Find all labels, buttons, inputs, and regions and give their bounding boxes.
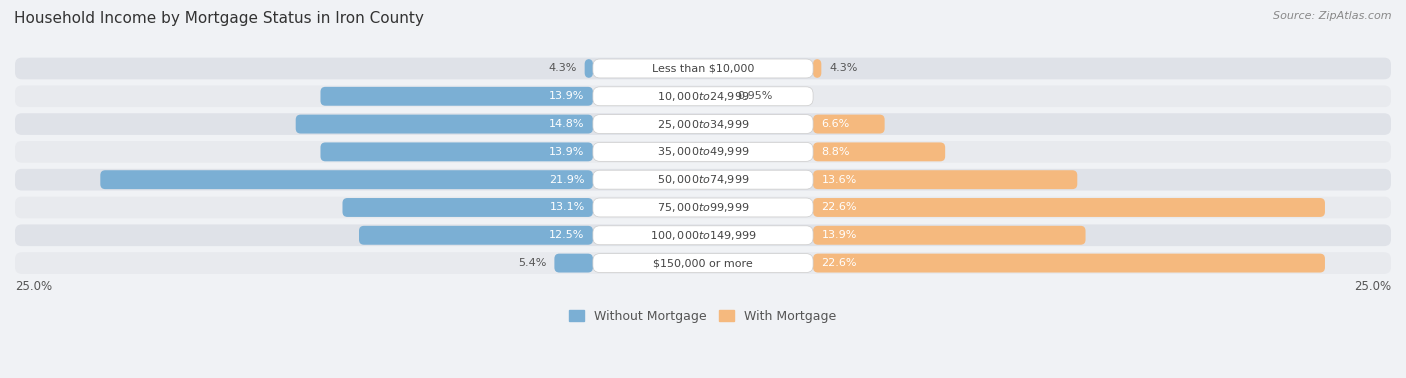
FancyBboxPatch shape bbox=[554, 254, 593, 273]
Text: 12.5%: 12.5% bbox=[550, 230, 585, 240]
Text: 25.0%: 25.0% bbox=[1354, 280, 1391, 293]
FancyBboxPatch shape bbox=[15, 85, 1391, 107]
FancyBboxPatch shape bbox=[593, 87, 813, 106]
FancyBboxPatch shape bbox=[593, 143, 813, 161]
Text: 13.9%: 13.9% bbox=[550, 91, 585, 101]
FancyBboxPatch shape bbox=[593, 115, 813, 133]
FancyBboxPatch shape bbox=[813, 143, 945, 161]
Text: 6.6%: 6.6% bbox=[821, 119, 849, 129]
Text: 5.4%: 5.4% bbox=[517, 258, 546, 268]
FancyBboxPatch shape bbox=[15, 113, 1391, 135]
Legend: Without Mortgage, With Mortgage: Without Mortgage, With Mortgage bbox=[564, 305, 842, 328]
FancyBboxPatch shape bbox=[585, 59, 593, 78]
FancyBboxPatch shape bbox=[813, 254, 1324, 273]
Text: 14.8%: 14.8% bbox=[550, 119, 585, 129]
FancyBboxPatch shape bbox=[593, 170, 813, 189]
FancyBboxPatch shape bbox=[15, 57, 1391, 79]
Text: Source: ZipAtlas.com: Source: ZipAtlas.com bbox=[1274, 11, 1392, 21]
Text: $100,000 to $149,999: $100,000 to $149,999 bbox=[650, 229, 756, 242]
FancyBboxPatch shape bbox=[593, 198, 813, 217]
FancyBboxPatch shape bbox=[295, 115, 593, 133]
FancyBboxPatch shape bbox=[343, 198, 593, 217]
FancyBboxPatch shape bbox=[15, 197, 1391, 218]
FancyBboxPatch shape bbox=[321, 143, 593, 161]
FancyBboxPatch shape bbox=[359, 226, 593, 245]
Text: 4.3%: 4.3% bbox=[830, 64, 858, 73]
FancyBboxPatch shape bbox=[100, 170, 593, 189]
Text: Less than $10,000: Less than $10,000 bbox=[652, 64, 754, 73]
FancyBboxPatch shape bbox=[15, 141, 1391, 163]
FancyBboxPatch shape bbox=[15, 252, 1391, 274]
FancyBboxPatch shape bbox=[813, 226, 1085, 245]
FancyBboxPatch shape bbox=[813, 198, 1324, 217]
FancyBboxPatch shape bbox=[593, 59, 813, 78]
Text: Household Income by Mortgage Status in Iron County: Household Income by Mortgage Status in I… bbox=[14, 11, 425, 26]
Text: 13.9%: 13.9% bbox=[821, 230, 856, 240]
Text: 13.1%: 13.1% bbox=[550, 203, 585, 212]
FancyBboxPatch shape bbox=[813, 115, 884, 133]
Text: $75,000 to $99,999: $75,000 to $99,999 bbox=[657, 201, 749, 214]
Text: 21.9%: 21.9% bbox=[550, 175, 585, 185]
FancyBboxPatch shape bbox=[813, 59, 821, 78]
Text: 4.3%: 4.3% bbox=[548, 64, 576, 73]
FancyBboxPatch shape bbox=[593, 254, 813, 273]
Text: 22.6%: 22.6% bbox=[821, 258, 856, 268]
Text: $25,000 to $34,999: $25,000 to $34,999 bbox=[657, 118, 749, 130]
Text: 13.9%: 13.9% bbox=[550, 147, 585, 157]
Text: $35,000 to $49,999: $35,000 to $49,999 bbox=[657, 146, 749, 158]
Text: 13.6%: 13.6% bbox=[821, 175, 856, 185]
Text: $50,000 to $74,999: $50,000 to $74,999 bbox=[657, 173, 749, 186]
FancyBboxPatch shape bbox=[813, 170, 1077, 189]
FancyBboxPatch shape bbox=[321, 87, 593, 106]
Text: 0.95%: 0.95% bbox=[737, 91, 773, 101]
Text: 8.8%: 8.8% bbox=[821, 147, 849, 157]
Text: 22.6%: 22.6% bbox=[821, 203, 856, 212]
Text: 25.0%: 25.0% bbox=[15, 280, 52, 293]
FancyBboxPatch shape bbox=[15, 225, 1391, 246]
FancyBboxPatch shape bbox=[15, 169, 1391, 191]
FancyBboxPatch shape bbox=[593, 226, 813, 245]
Text: $10,000 to $24,999: $10,000 to $24,999 bbox=[657, 90, 749, 103]
Text: $150,000 or more: $150,000 or more bbox=[654, 258, 752, 268]
